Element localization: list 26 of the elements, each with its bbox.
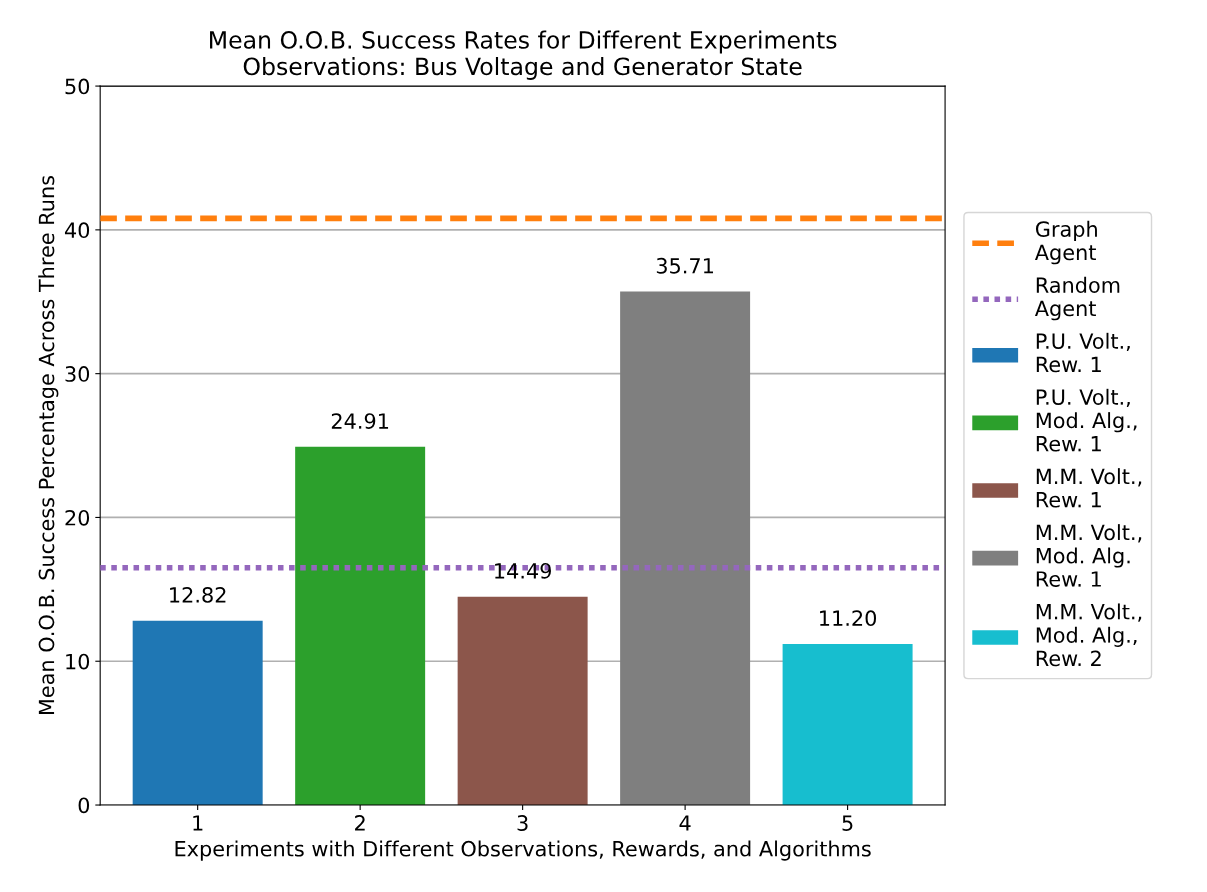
x-axis-title: Experiments with Different Observations, Rewards, and Algorithms <box>175 840 871 861</box>
x-tick-label: 2 <box>355 815 365 831</box>
legend-label: M.M. Volt., Mod. Alg. Rew. 1 <box>1036 524 1142 587</box>
y-tick-label: 0 <box>78 797 90 814</box>
y-tick-label: 40 <box>64 222 90 239</box>
data-label: 11.20 <box>820 610 877 627</box>
legend-label: P.U. Volt., Rew. 1 <box>1036 332 1130 373</box>
x-tick-label: 3 <box>517 815 528 831</box>
y-tick-label: 20 <box>65 509 90 526</box>
x-tick-label: 5 <box>842 815 853 831</box>
data-label: 35.71 <box>656 257 714 274</box>
legend-label: P.U. Volt., Mod. Alg., Rew. 1 <box>1036 388 1137 452</box>
chart-title: Mean O.O.B. Success Rates for Different Experiments Observations: Bus Voltage and Generator State <box>210 30 837 80</box>
y-tick-label: 30 <box>65 366 90 382</box>
x-tick-label: 1 <box>193 815 203 831</box>
data-label: 14.49 <box>495 562 551 579</box>
legend-label: Random Agent <box>1034 276 1120 321</box>
data-label: 12.82 <box>170 587 226 603</box>
y-tick-label: 50 <box>65 78 90 95</box>
y-axis-title: Mean O.O.B. Success Percentage Across Three Runs <box>38 175 59 715</box>
y-tick-label: 10 <box>66 653 90 670</box>
x-tick-label: 4 <box>679 815 691 831</box>
legend-label: M.M. Volt., Mod. Alg., Rew. 2 <box>1036 603 1142 667</box>
legend-label: M.M. Volt., Rew. 1 <box>1036 468 1142 508</box>
data-label: 24.91 <box>331 413 389 429</box>
legend-label: Graph Agent <box>1034 220 1097 265</box>
